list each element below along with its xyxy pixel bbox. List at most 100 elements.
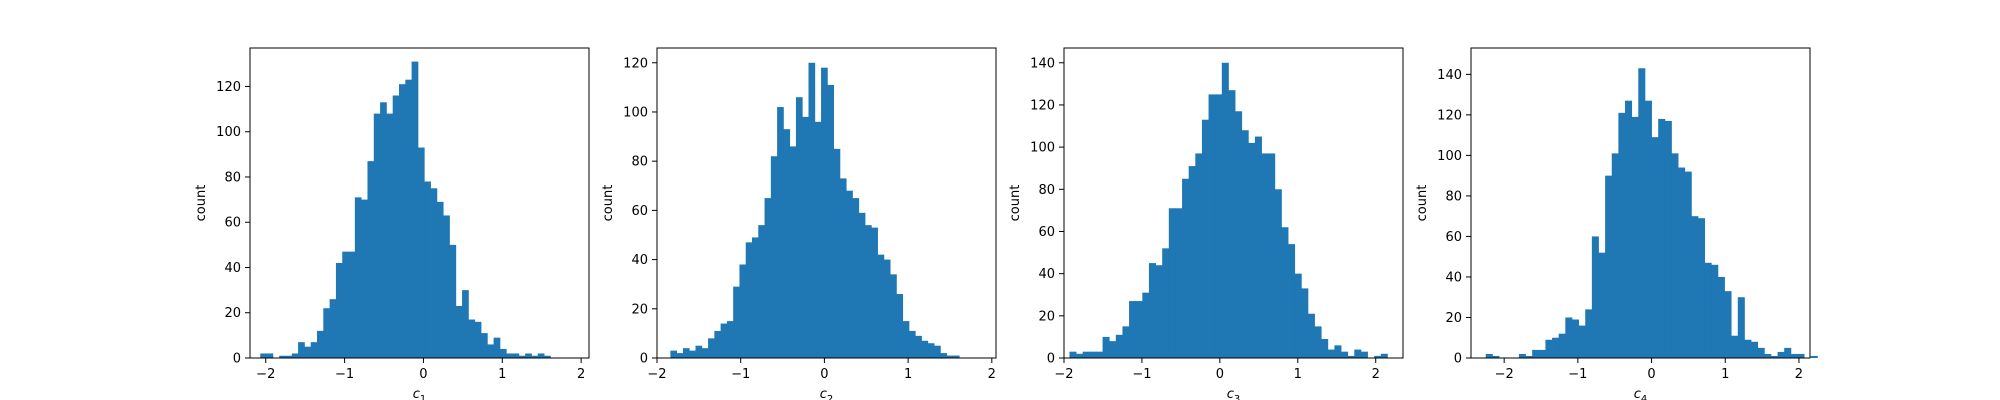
histogram-bar <box>399 84 406 358</box>
histogram-bar <box>1082 351 1090 358</box>
histogram-bar <box>474 321 482 358</box>
histogram-bar <box>1591 236 1599 358</box>
histogram-bar <box>1538 349 1546 358</box>
histogram-bar <box>1162 248 1170 358</box>
histogram-bar <box>531 355 539 358</box>
histogram-bar <box>865 225 872 358</box>
histogram-bar <box>1168 208 1176 358</box>
histogram-bar <box>544 355 551 358</box>
histogram-bar <box>934 345 941 358</box>
histogram-bar <box>1076 353 1084 358</box>
histogram-bar <box>1724 291 1732 358</box>
y-tick-label: 60 <box>631 204 648 219</box>
histogram-bar <box>814 121 822 358</box>
histogram-bar <box>1664 120 1672 358</box>
y-tick-label: 120 <box>623 56 648 71</box>
y-tick-label: 60 <box>224 216 241 231</box>
histogram-bar <box>323 308 331 358</box>
histogram-bar <box>1374 355 1382 358</box>
axes-frame <box>1063 47 1404 359</box>
histogram-bar <box>846 190 853 358</box>
histogram-bar <box>708 338 715 358</box>
histogram-bar <box>1321 339 1329 358</box>
y-tick-label: 100 <box>1437 149 1462 164</box>
y-tick-label: 0 <box>640 352 648 367</box>
histogram-bar <box>493 337 501 358</box>
histogram-bar <box>279 355 286 358</box>
histogram-bar <box>1631 116 1639 358</box>
histogram-bar <box>1711 264 1719 358</box>
y-tick-label: 80 <box>224 170 241 185</box>
histogram-bar <box>1248 142 1256 358</box>
x-tick-label: 1 <box>1721 367 1729 382</box>
y-tick-label: 20 <box>1038 309 1055 324</box>
x-tick-label: 0 <box>1216 367 1224 382</box>
x-tick-label: 0 <box>1647 367 1655 382</box>
histogram-bar <box>1115 334 1123 358</box>
x-tick-label: −1 <box>1132 367 1151 382</box>
histogram-bar <box>777 107 784 358</box>
histogram-bar <box>1784 347 1792 358</box>
histogram-bar <box>821 67 828 359</box>
histogram-bar <box>518 355 526 358</box>
histogram-bar <box>405 79 413 359</box>
histogram-bar <box>940 353 948 358</box>
histogram-bar <box>449 244 457 358</box>
histogram-bar <box>1122 326 1130 358</box>
histogram-bar <box>1611 153 1619 358</box>
histogram-bar <box>921 340 929 358</box>
histogram-bar <box>291 353 299 358</box>
x-tick-label: 0 <box>820 367 828 382</box>
histogram-bar <box>720 323 728 358</box>
y-tick-label: 140 <box>1437 68 1462 83</box>
histogram-bars <box>260 61 551 359</box>
histogram-bar <box>392 95 400 359</box>
histogram-bar <box>1195 153 1203 358</box>
histogram-bar <box>1644 100 1652 359</box>
y-tick-label: 40 <box>1038 267 1055 282</box>
histogram-bar <box>952 355 960 358</box>
histogram-bar <box>789 146 797 358</box>
histogram-bar <box>361 199 368 358</box>
x-tick-label: −1 <box>335 367 354 382</box>
x-axis-label: c1 <box>413 387 427 400</box>
y-tick-label: 100 <box>216 125 241 140</box>
histogram-bar <box>682 348 690 358</box>
histogram-bar <box>1492 355 1500 358</box>
histogram-bar <box>839 178 847 358</box>
histogram-bar <box>354 197 362 358</box>
x-tick-label: 2 <box>988 367 996 382</box>
histogram-bar <box>852 198 860 358</box>
histogram-bar <box>1274 189 1282 358</box>
histogram-bar <box>1558 333 1566 358</box>
histogram-bar <box>1764 353 1772 358</box>
x-tick-label: −2 <box>256 367 275 382</box>
histogram-bar <box>946 355 954 358</box>
histogram-bar <box>1731 335 1739 358</box>
histogram-bar <box>764 198 772 358</box>
y-tick-label: 120 <box>216 80 241 95</box>
histogram-bar <box>695 345 703 358</box>
y-tick-label: 0 <box>1454 352 1462 367</box>
x-tick-label: 2 <box>1372 367 1380 382</box>
histogram-bar <box>1571 319 1579 358</box>
histogram-bar <box>348 251 356 358</box>
histogram-bar <box>1638 68 1646 358</box>
histogram-bar <box>1737 297 1745 358</box>
histogram-bar <box>1585 309 1593 358</box>
x-tick-label: −2 <box>647 367 666 382</box>
histogram-bar <box>1532 349 1540 358</box>
y-tick-label: 140 <box>1030 56 1055 71</box>
histogram-bar <box>1327 349 1335 358</box>
histogram-bar <box>1578 325 1586 358</box>
histogram-bar <box>1717 276 1725 358</box>
histogram-bar <box>902 321 910 358</box>
histogram-bar <box>512 353 520 358</box>
histogram-bar <box>1254 136 1262 358</box>
histogram-bar <box>1684 171 1692 358</box>
histogram-bar <box>298 342 305 358</box>
histogram-bar <box>1790 353 1798 358</box>
histogram-bar <box>462 290 469 358</box>
histogram-bar <box>335 262 343 358</box>
